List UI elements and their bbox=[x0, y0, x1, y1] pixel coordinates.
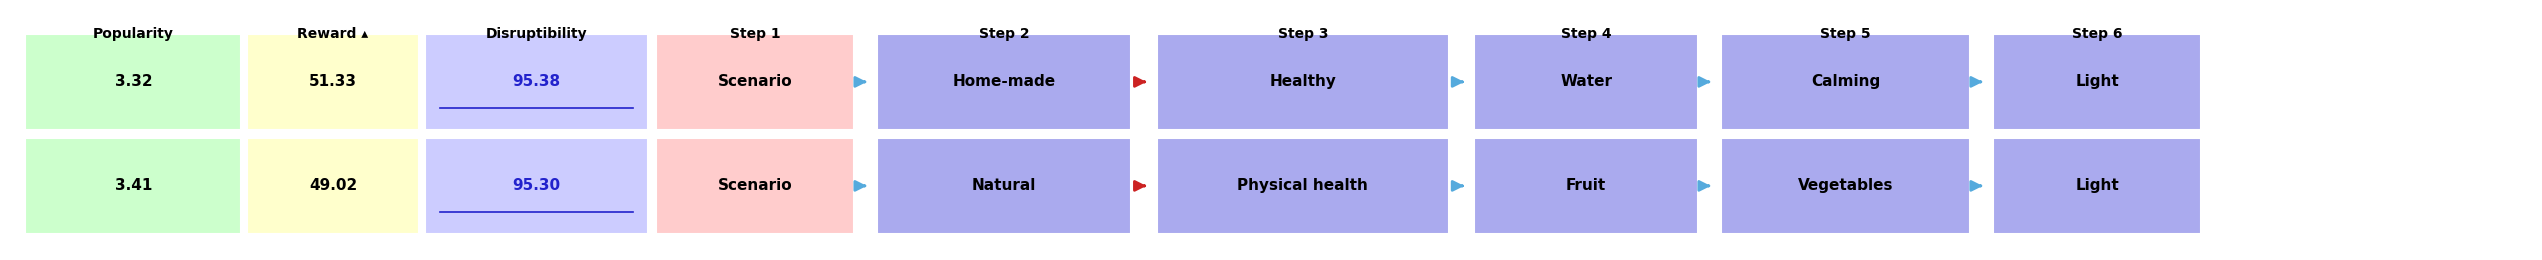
FancyBboxPatch shape bbox=[425, 138, 648, 234]
Text: Water: Water bbox=[1561, 74, 1612, 89]
Text: 49.02: 49.02 bbox=[310, 178, 356, 193]
Text: Fruit: Fruit bbox=[1566, 178, 1607, 193]
Text: Vegetables: Vegetables bbox=[1797, 178, 1894, 193]
Text: Step 5: Step 5 bbox=[1820, 27, 1871, 41]
Text: Disruptibility: Disruptibility bbox=[486, 27, 587, 41]
FancyBboxPatch shape bbox=[1474, 138, 1698, 234]
FancyBboxPatch shape bbox=[877, 138, 1131, 234]
Text: Calming: Calming bbox=[1810, 74, 1881, 89]
Text: 3.41: 3.41 bbox=[114, 178, 153, 193]
FancyBboxPatch shape bbox=[656, 34, 854, 130]
Text: Healthy: Healthy bbox=[1268, 74, 1337, 89]
Text: Step 3: Step 3 bbox=[1279, 27, 1327, 41]
FancyBboxPatch shape bbox=[25, 138, 241, 234]
FancyBboxPatch shape bbox=[1993, 138, 2201, 234]
Text: 3.32: 3.32 bbox=[114, 74, 153, 89]
Text: Natural: Natural bbox=[971, 178, 1037, 193]
Text: 95.38: 95.38 bbox=[513, 74, 559, 89]
FancyBboxPatch shape bbox=[1157, 34, 1449, 130]
Text: 95.30: 95.30 bbox=[513, 178, 559, 193]
Text: Reward ▴: Reward ▴ bbox=[297, 27, 369, 41]
Text: Step 2: Step 2 bbox=[979, 27, 1030, 41]
Text: Scenario: Scenario bbox=[717, 74, 793, 89]
Text: Scenario: Scenario bbox=[717, 178, 793, 193]
FancyBboxPatch shape bbox=[247, 138, 419, 234]
Text: 51.33: 51.33 bbox=[310, 74, 356, 89]
FancyBboxPatch shape bbox=[25, 34, 241, 130]
Text: Popularity: Popularity bbox=[94, 27, 173, 41]
FancyBboxPatch shape bbox=[1721, 34, 1970, 130]
Text: Home-made: Home-made bbox=[953, 74, 1055, 89]
FancyBboxPatch shape bbox=[1993, 34, 2201, 130]
Text: Step 4: Step 4 bbox=[1561, 27, 1612, 41]
FancyBboxPatch shape bbox=[1721, 138, 1970, 234]
Text: Physical health: Physical health bbox=[1238, 178, 1368, 193]
FancyBboxPatch shape bbox=[1157, 138, 1449, 234]
FancyBboxPatch shape bbox=[425, 34, 648, 130]
FancyBboxPatch shape bbox=[1474, 34, 1698, 130]
Text: Step 1: Step 1 bbox=[730, 27, 780, 41]
Text: Step 6: Step 6 bbox=[2072, 27, 2123, 41]
Text: Light: Light bbox=[2074, 178, 2120, 193]
FancyBboxPatch shape bbox=[656, 138, 854, 234]
Text: Light: Light bbox=[2074, 74, 2120, 89]
FancyBboxPatch shape bbox=[247, 34, 419, 130]
FancyBboxPatch shape bbox=[877, 34, 1131, 130]
